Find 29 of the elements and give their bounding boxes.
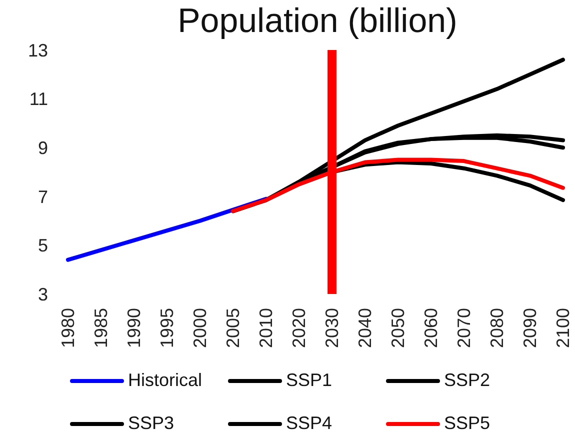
legend-label: SSP2 <box>444 370 490 391</box>
y-tick-label: 3 <box>38 284 48 304</box>
y-tick-label: 5 <box>38 236 48 256</box>
x-tick-label: 2020 <box>289 308 309 348</box>
legend-label: SSP1 <box>286 370 332 391</box>
x-tick-label: 2005 <box>223 308 243 348</box>
x-tick-label: 2070 <box>454 308 474 348</box>
x-tick-label: 2100 <box>553 308 573 348</box>
x-tick-label: 2040 <box>355 308 375 348</box>
x-tick-label: 2090 <box>520 308 540 348</box>
x-tick-label: 2050 <box>388 308 408 348</box>
x-tick-label: 1995 <box>157 308 177 348</box>
y-tick-label: 7 <box>38 186 48 207</box>
x-tick-label: 1990 <box>124 308 144 348</box>
legend-label: Historical <box>128 370 202 391</box>
x-tick-label: 2060 <box>421 308 441 348</box>
x-tick-label: 2080 <box>487 308 507 348</box>
legend-label: SSP3 <box>128 413 174 434</box>
x-tick-label: 2030 <box>322 308 342 348</box>
x-tick-label: 2000 <box>190 308 210 348</box>
chart-title: Population (billion) <box>176 2 458 41</box>
legend-label: SSP4 <box>286 413 332 434</box>
x-tick-label: 2010 <box>256 308 276 348</box>
y-tick-label: 9 <box>38 138 48 158</box>
y-tick-label: 13 <box>28 40 48 60</box>
x-tick-label: 1985 <box>91 308 111 348</box>
x-tick-label: 1980 <box>58 308 78 348</box>
y-tick-label: 11 <box>29 89 48 110</box>
legend-label: SSP5 <box>444 413 490 434</box>
